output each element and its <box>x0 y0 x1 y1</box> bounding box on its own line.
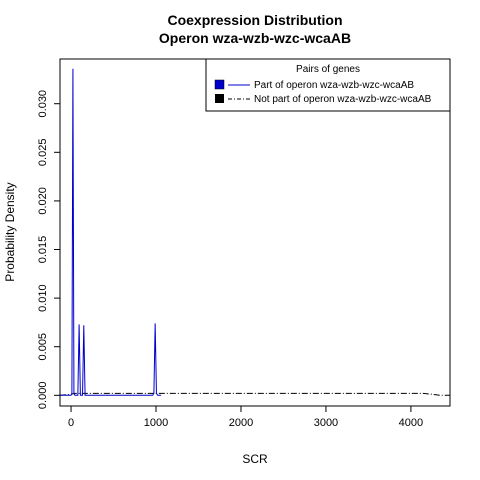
x-tick-label: 2000 <box>229 417 253 429</box>
legend: Pairs of genes Part of operon wza-wzb-wz… <box>205 58 451 112</box>
y-axis-label: Probability Density <box>3 182 17 281</box>
legend-label-not-part-of-operon: Not part of operon wza-wzb-wzc-wcaAB <box>254 94 432 105</box>
y-tick-label: 0.000 <box>37 382 49 410</box>
x-tick-label: 0 <box>68 417 74 429</box>
y-tick-label: 0.005 <box>37 333 49 361</box>
y-tick-label: 0.010 <box>37 284 49 312</box>
x-axis: 0 1000 2000 3000 4000 <box>68 406 423 429</box>
legend-box <box>205 58 451 112</box>
series-line-part-of-operon <box>60 68 162 396</box>
y-tick-label: 0.025 <box>37 139 49 167</box>
chart-title: Coexpression Distribution <box>167 12 342 28</box>
x-axis-label: SCR <box>242 452 268 466</box>
chart-subtitle: Operon wza-wzb-wzc-wcaAB <box>159 30 351 46</box>
legend-label-part-of-operon: Part of operon wza-wzb-wzc-wcaAB <box>254 80 414 91</box>
y-axis: 0.000 0.005 0.010 0.015 0.020 0.025 0.030 <box>37 90 60 409</box>
legend-swatch-part-of-operon <box>214 79 225 90</box>
y-tick-label: 0.030 <box>37 90 49 118</box>
x-tick-label: 1000 <box>144 417 168 429</box>
series-line-not-part-of-operon <box>59 392 450 396</box>
legend-swatch-not-part-of-operon <box>215 94 224 103</box>
y-tick-label: 0.015 <box>37 236 49 264</box>
series-layer <box>59 68 450 396</box>
legend-title: Pairs of genes <box>296 64 360 75</box>
x-tick-label: 4000 <box>399 417 423 429</box>
x-tick-label: 3000 <box>314 417 338 429</box>
y-tick-label: 0.020 <box>37 187 49 215</box>
